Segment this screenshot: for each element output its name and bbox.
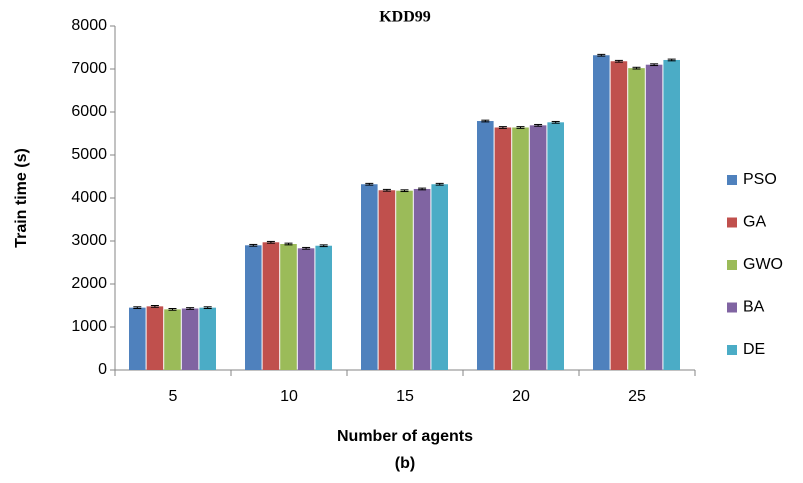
x-tick-label: 25 [628,388,646,405]
y-tick-label: 3000 [71,232,107,249]
y-tick-label: 1000 [71,318,107,335]
y-tick-label: 5000 [71,146,107,163]
bar [663,59,680,370]
legend-swatch [727,302,737,313]
error-bar [498,126,507,129]
legend-swatch [727,175,737,185]
x-tick-label: 20 [512,388,530,405]
bar [280,244,297,370]
error-bar [400,189,409,193]
error-bar [150,305,159,308]
bar [262,242,280,370]
bar [146,306,164,370]
bar [181,308,199,370]
legend-label: DE [743,341,765,358]
error-bar [319,244,328,248]
legend-label: BA [743,299,765,316]
x-tick-label: 5 [169,388,178,405]
error-bar [516,126,525,129]
error-bar [168,308,177,311]
bar [547,122,564,370]
error-bar [650,63,659,67]
y-tick-label: 0 [98,361,107,378]
chart-title: KDD99 [379,9,431,26]
error-bar [418,187,427,191]
error-bar [133,306,142,310]
error-bar [551,120,560,124]
error-bar [365,182,374,186]
bar [494,127,512,370]
bar [477,121,494,370]
legend-label: GWO [743,256,783,273]
bar [297,248,315,370]
bar [593,55,610,371]
y-tick-label: 6000 [71,103,107,120]
error-bar [614,59,623,63]
error-bar [667,58,676,62]
bar [378,190,396,370]
error-bar [203,306,212,310]
bar [245,245,262,370]
bar [610,61,628,370]
error-bar [382,188,391,192]
y-tick-label: 2000 [71,275,107,292]
bar [628,68,645,370]
y-tick-label: 7000 [71,60,107,77]
y-axis-label: Train time (s) [13,148,30,248]
bar [512,127,529,370]
y-tick-label: 4000 [71,189,107,206]
bar [396,190,413,370]
error-bar [481,119,490,123]
x-axis-label: Number of agents [337,428,473,445]
bar [361,184,378,370]
error-bar [186,307,195,310]
x-tick-label: 15 [396,388,414,405]
bar [645,64,663,370]
legend-swatch [727,345,737,355]
error-bar [266,240,275,244]
error-bar [249,243,258,247]
legend-swatch [727,260,737,270]
error-bar [435,182,444,186]
bar [164,309,181,370]
bar [529,125,547,370]
error-bar [632,66,641,70]
legend-label: PSO [743,171,777,188]
error-bar [302,246,311,250]
bar [199,307,216,370]
y-tick-label: 8000 [71,17,107,34]
bar [431,184,448,370]
error-bar [534,123,543,127]
error-bar [284,242,293,246]
legend-swatch [727,217,737,228]
x-tick-label: 10 [280,388,298,405]
subtitle: (b) [395,455,415,472]
bar [315,245,332,370]
legend-label: GA [743,214,766,231]
error-bar [597,53,606,57]
bar [413,188,431,370]
bar [129,307,146,370]
